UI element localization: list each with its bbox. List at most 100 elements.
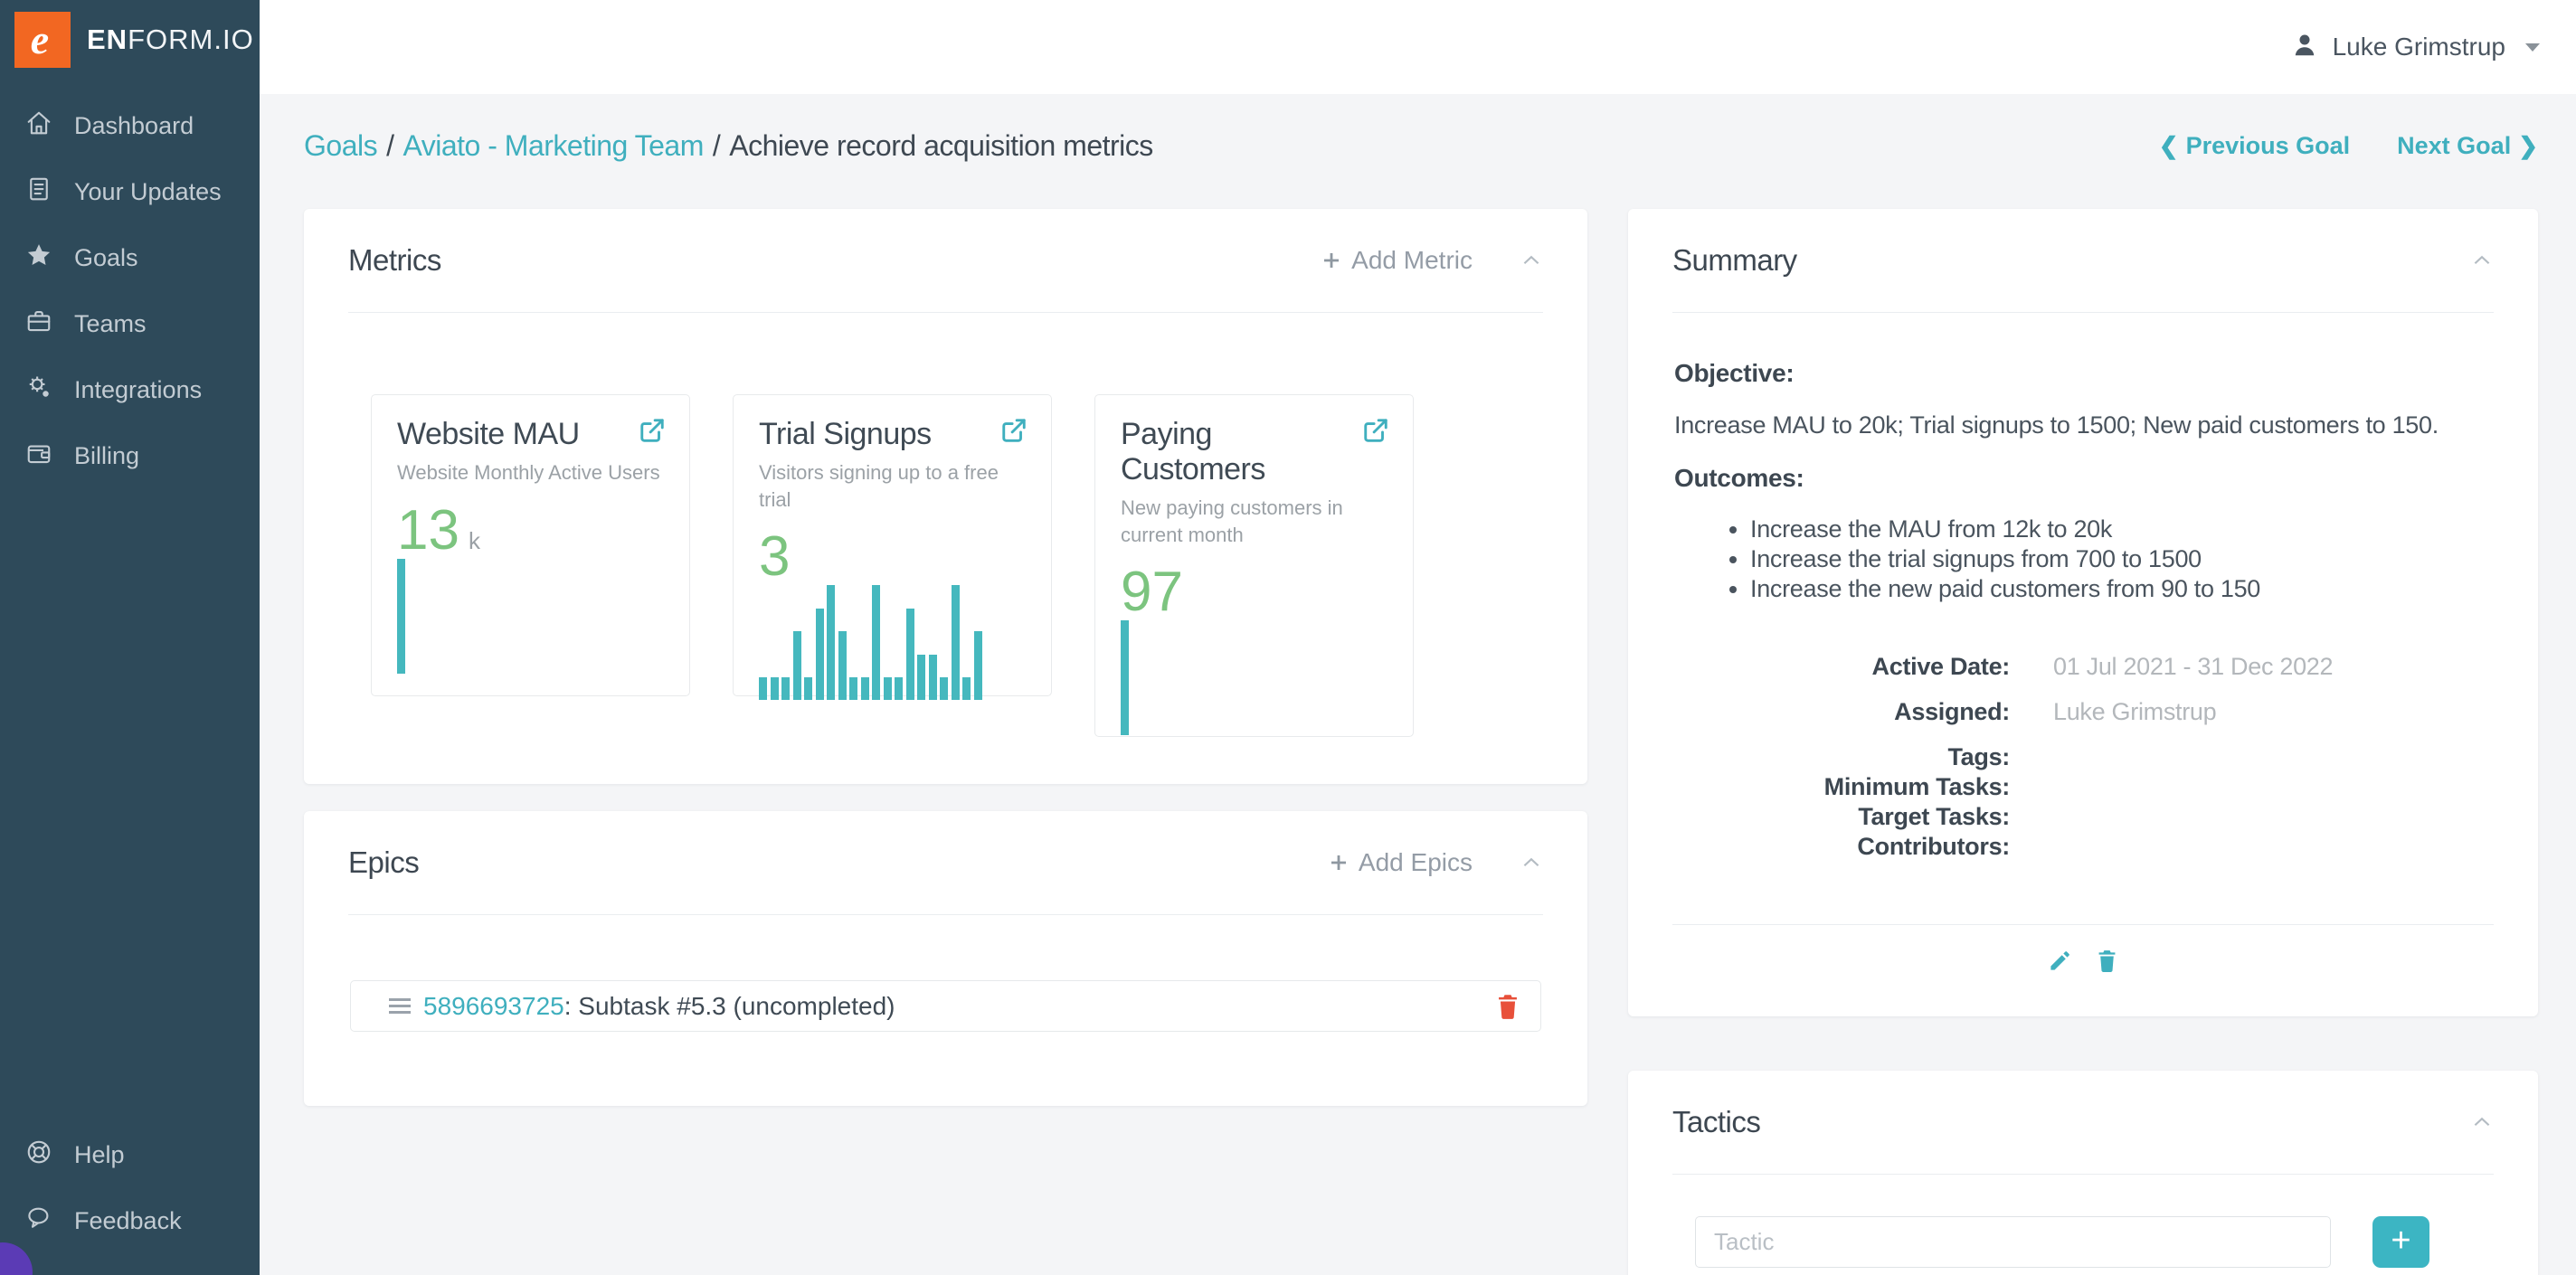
briefcase-icon <box>25 307 52 341</box>
metric-title: Website MAU <box>397 417 580 451</box>
sidebar-item-label: Your Updates <box>74 178 222 205</box>
epic-row: 5896693725 : Subtask #5.3 (uncompleted) <box>350 980 1541 1032</box>
user-menu[interactable]: Luke Grimstrup <box>2291 0 2540 94</box>
sidebar-item-label: Teams <box>74 310 147 337</box>
sidebar-item-label: Help <box>74 1141 125 1168</box>
metric-tiles: Website MAU Website Monthly Active Users… <box>371 394 1414 737</box>
field-minimum-tasks: Minimum Tasks: <box>1674 772 2492 802</box>
add-tactic-button[interactable]: + <box>2372 1216 2429 1268</box>
breadcrumb-link-goals[interactable]: Goals <box>304 129 378 162</box>
metrics-title: Metrics <box>348 243 441 277</box>
field-value: 01 Jul 2021 - 31 Dec 2022 <box>2053 653 2334 680</box>
sidebar-item-help[interactable]: Help <box>0 1122 260 1188</box>
sidebar-item-goals[interactable]: Goals <box>0 225 260 291</box>
outcomes-label: Outcomes: <box>1674 464 1804 492</box>
tactic-input[interactable] <box>1695 1216 2331 1268</box>
metric-value: 13 k <box>397 502 666 559</box>
drag-handle-icon[interactable] <box>389 998 411 1014</box>
previous-goal-link[interactable]: ❮ Previous Goal <box>2159 132 2350 160</box>
sidebar-item-label: Integrations <box>74 376 203 403</box>
sidebar: e ENFORM.IO Dashboard Your Updates Goals <box>0 0 260 1275</box>
breadcrumb-link-team[interactable]: Aviato - Marketing Team <box>402 129 704 162</box>
chart-bar <box>883 676 892 701</box>
objective-label: Objective: <box>1674 359 1795 387</box>
breadcrumb: Goals / Aviato - Marketing Team / Achieve re… <box>304 129 1153 163</box>
trial-signups-bar-chart <box>759 585 1028 701</box>
collapse-summary-button[interactable] <box>2470 249 2494 272</box>
external-link-icon[interactable] <box>639 417 666 444</box>
chart-bar <box>792 631 801 701</box>
chevron-up-icon <box>2474 1117 2490 1127</box>
field-target-tasks: Target Tasks: <box>1674 802 2492 832</box>
metric-suffix: k <box>468 526 480 554</box>
epics-title: Epics <box>348 845 420 879</box>
add-epics-button[interactable]: Add Epics <box>1328 848 1473 877</box>
collapse-tactics-button[interactable] <box>2470 1110 2494 1134</box>
user-icon <box>2291 32 2318 63</box>
chart-bar <box>1121 620 1129 736</box>
metric-subtitle: Visitors signing up to a free trial <box>759 461 999 511</box>
metric-tile-website-mau: Website MAU Website Monthly Active Users… <box>371 394 690 696</box>
edit-goal-pencil-icon[interactable] <box>2048 949 2072 973</box>
sidebar-item-your-updates[interactable]: Your Updates <box>0 159 260 225</box>
field-tags: Tags: <box>1674 742 2492 772</box>
field-label: Contributors: <box>1857 833 2010 860</box>
chart-bar <box>849 676 857 701</box>
external-link-icon[interactable] <box>1000 417 1028 444</box>
brand-rest: FORM.IO <box>128 24 254 55</box>
add-metric-button[interactable]: Add Metric <box>1321 246 1473 275</box>
sidebar-item-billing[interactable]: Billing <box>0 423 260 489</box>
delete-epic-trash-icon[interactable] <box>1495 993 1520 1020</box>
gears-icon <box>25 373 52 407</box>
summary-panel: Summary Objective: Increase MAU to 20k; … <box>1628 209 2538 1016</box>
user-name: Luke Grimstrup <box>2332 33 2505 61</box>
next-goal-label: Next Goal <box>2397 132 2512 159</box>
brand-bold: EN <box>87 24 128 55</box>
sidebar-item-integrations[interactable]: Integrations <box>0 357 260 423</box>
chart-bar <box>397 558 405 674</box>
chevron-left-icon: ❮ <box>2158 132 2179 159</box>
star-icon <box>25 241 52 275</box>
metrics-panel: Metrics Add Metric Website MAU Website M… <box>304 209 1587 784</box>
collapse-metrics-button[interactable] <box>1520 249 1543 272</box>
breadcrumb-separator: / <box>712 129 721 162</box>
chart-bar <box>770 676 779 701</box>
chart-bar <box>951 585 960 701</box>
external-link-icon[interactable] <box>1362 417 1389 444</box>
sidebar-item-teams[interactable]: Teams <box>0 291 260 357</box>
chart-bar <box>895 676 903 701</box>
epic-text: : Subtask #5.3 (uncompleted) <box>564 991 895 1020</box>
chevron-up-icon <box>2474 255 2490 265</box>
summary-header: Summary <box>1672 209 2494 313</box>
metric-title: Paying Customers <box>1121 417 1265 486</box>
tactics-panel: Tactics + <box>1628 1071 2538 1275</box>
epics-header: Epics Add Epics <box>348 811 1543 915</box>
next-goal-link[interactable]: Next Goal ❯ <box>2397 132 2538 160</box>
tactics-title: Tactics <box>1672 1105 1761 1138</box>
logo-mark: e <box>14 12 71 68</box>
chart-bar <box>917 654 925 701</box>
field-label: Tags: <box>1947 743 2010 770</box>
document-icon <box>25 175 52 209</box>
sidebar-item-dashboard[interactable]: Dashboard <box>0 93 260 159</box>
website-mau-bar-chart <box>397 558 666 674</box>
chart-bar <box>872 585 880 701</box>
field-label: Assigned: <box>1894 698 2010 725</box>
collapse-epics-button[interactable] <box>1520 851 1543 874</box>
app-logo[interactable]: e ENFORM.IO <box>0 0 260 68</box>
plus-icon <box>1331 855 1346 870</box>
chart-bar <box>860 676 869 701</box>
chart-bar <box>928 654 937 701</box>
outcomes-list: Increase the MAU from 12k to 20k Increas… <box>1674 515 2492 604</box>
metric-tile-paying-customers: Paying Customers New paying customers in… <box>1094 394 1414 737</box>
field-value: Luke Grimstrup <box>2053 698 2217 725</box>
metrics-header: Metrics Add Metric <box>348 209 1543 313</box>
delete-goal-trash-icon[interactable] <box>2096 949 2118 973</box>
sidebar-nav: Dashboard Your Updates Goals Teams Integ… <box>0 93 260 489</box>
outcome-item: Increase the trial signups from 700 to 1… <box>1750 544 2492 574</box>
sidebar-item-feedback[interactable]: Feedback <box>0 1188 260 1254</box>
chat-bubble-icon <box>25 1204 52 1238</box>
outcome-item: Increase the MAU from 12k to 20k <box>1750 515 2492 544</box>
metric-number: 3 <box>759 525 791 589</box>
epic-id-link[interactable]: 5896693725 <box>423 991 564 1020</box>
